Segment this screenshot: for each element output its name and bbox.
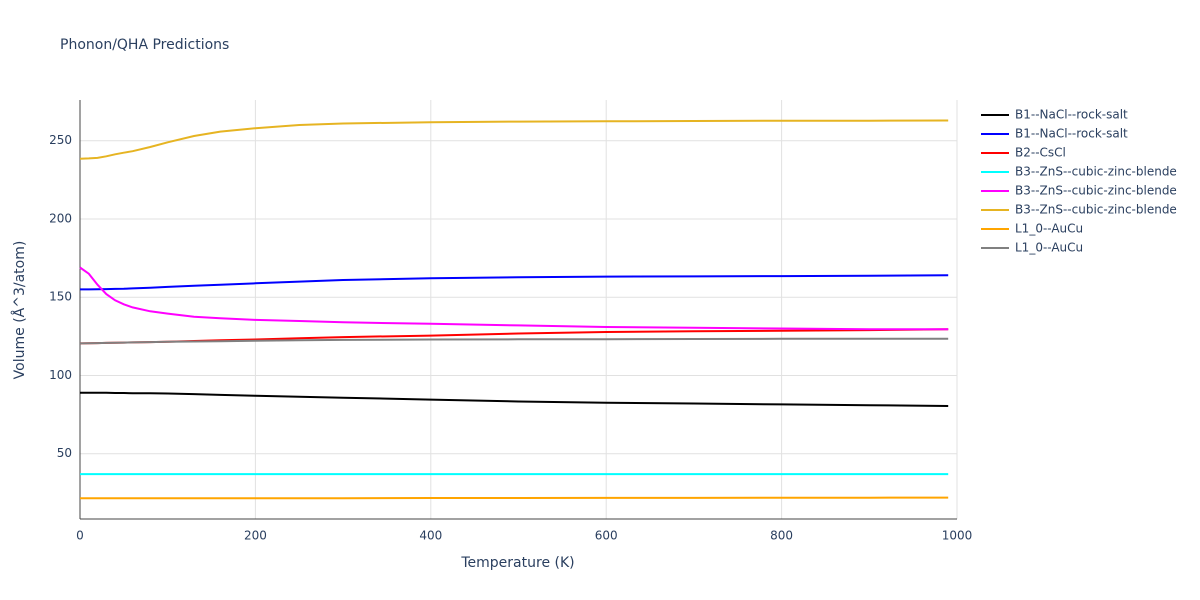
y-axis-title: Volume (Å^3/atom) — [11, 241, 28, 380]
y-tick-label: 150 — [49, 290, 72, 304]
series-line — [80, 391, 949, 407]
legend-label: B3--ZnS--cubic-zinc-blende — [1015, 203, 1177, 217]
y-tick-label: 50 — [57, 446, 72, 460]
chart-title: Phonon/QHA Predictions — [60, 37, 229, 53]
series-line — [79, 337, 949, 345]
x-tick-label: 800 — [770, 529, 793, 543]
series-line — [80, 496, 949, 500]
y-tick-label: 100 — [49, 368, 72, 382]
legend-label: L1_0--AuCu — [1015, 222, 1083, 236]
series-line — [79, 266, 949, 331]
x-axis-title: Temperature (K) — [460, 555, 574, 571]
legend-label: B2--CsCl — [1015, 146, 1066, 160]
legend-label: L1_0--AuCu — [1015, 241, 1083, 255]
series-line — [80, 274, 949, 291]
x-tick-label: 600 — [595, 529, 618, 543]
legend-label: B3--ZnS--cubic-zinc-blende — [1015, 184, 1177, 198]
legend-label: B1--NaCl--rock-salt — [1015, 127, 1128, 141]
y-tick-label: 250 — [49, 133, 72, 147]
y-tick-label: 200 — [49, 211, 72, 225]
legend-label: B1--NaCl--rock-salt — [1015, 108, 1128, 122]
x-tick-label: 1000 — [942, 529, 973, 543]
x-tick-label: 200 — [244, 529, 267, 543]
x-tick-label: 400 — [419, 529, 442, 543]
legend-label: B3--ZnS--cubic-zinc-blende — [1015, 165, 1177, 179]
series-line — [79, 119, 949, 160]
x-tick-label: 0 — [76, 529, 84, 543]
